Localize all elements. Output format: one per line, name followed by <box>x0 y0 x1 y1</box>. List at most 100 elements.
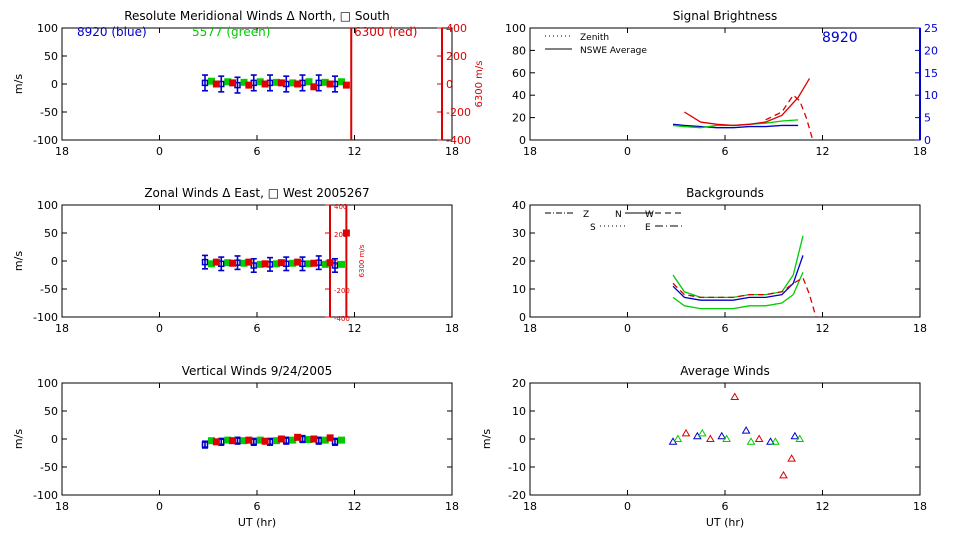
chart-annotation: 8920 <box>822 30 858 46</box>
y-tick-label: 0 <box>51 433 58 446</box>
data-point <box>338 260 345 268</box>
x-tick-label: 12 <box>816 500 830 513</box>
data-point <box>722 434 731 442</box>
chart-title: Backgrounds <box>686 186 764 200</box>
data-point <box>294 258 302 266</box>
y-axis-label: m/s <box>12 429 25 449</box>
series-annotation: 6300 (red) <box>354 25 417 39</box>
y-tick-label: 20 <box>512 377 526 390</box>
y-tick-label: -20 <box>508 489 526 502</box>
data-point <box>229 259 237 267</box>
y-tick-label: 40 <box>512 89 526 102</box>
x-tick-label: 18 <box>445 145 459 158</box>
y2-tick-label: 400 <box>446 22 467 35</box>
series-line <box>765 94 814 141</box>
y-tick-label: 80 <box>512 44 526 57</box>
x-tick-label: 12 <box>816 322 830 335</box>
y2-tick-label: -400 <box>446 134 471 147</box>
series-line <box>672 276 817 318</box>
data-point <box>315 79 322 87</box>
x-tick-label: 12 <box>348 322 362 335</box>
data-point <box>746 437 756 445</box>
y-axis-label: m/s <box>12 74 25 94</box>
series-brightness-3 <box>765 94 814 141</box>
data-point <box>342 81 350 89</box>
y-tick-label: 10 <box>512 405 526 418</box>
y2-tick-label: 20 <box>924 44 938 57</box>
data-point <box>277 259 285 267</box>
data-point <box>787 454 796 462</box>
x-tick-label: 18 <box>445 322 459 335</box>
x-tick-label: 0 <box>156 500 163 513</box>
y2-tick-label: -400 <box>334 315 350 323</box>
x-axis-label: UT (hr) <box>238 516 276 529</box>
data-point <box>294 80 302 88</box>
series-annotation: 8920 (blue) <box>77 25 147 39</box>
data-point <box>741 426 751 434</box>
y-axis-label: m/s <box>12 251 25 271</box>
y-tick-label: -10 <box>508 461 526 474</box>
y-tick-label: 40 <box>512 199 526 212</box>
series-zonal-2 <box>212 229 350 268</box>
x-tick-label: 0 <box>624 500 631 513</box>
x-tick-label: 12 <box>348 145 362 158</box>
series-vertical-0 <box>201 434 339 449</box>
series-backgrounds-3 <box>672 276 817 318</box>
data-point <box>754 434 764 442</box>
series-backgrounds-2 <box>672 255 804 301</box>
y2-tick-label: 25 <box>924 22 938 35</box>
x-tick-label: 12 <box>816 145 830 158</box>
data-point <box>771 437 780 445</box>
y-tick-label: 0 <box>519 311 526 324</box>
series-zonal-1 <box>208 259 345 268</box>
series-line <box>672 119 799 129</box>
legend-label: NSWE Average <box>580 46 647 56</box>
chart-average: Average Winds 18 0 6 12 18 20 10 0 -10 -20 m/s UT (h… <box>480 364 927 529</box>
series-vertical-2 <box>212 433 334 446</box>
y2-tick-label: 15 <box>924 67 938 80</box>
data-point <box>212 438 220 446</box>
data-point <box>229 437 237 445</box>
plot-frame <box>529 27 921 141</box>
data-point <box>326 434 334 442</box>
data-point <box>331 438 339 446</box>
y-tick-label: 60 <box>512 67 526 80</box>
data-point <box>790 431 800 440</box>
x-tick-label: 18 <box>913 322 927 335</box>
x-tick-label: 18 <box>913 145 927 158</box>
data-point <box>245 81 253 89</box>
data-point <box>245 258 253 266</box>
data-point <box>261 80 269 88</box>
legend-label: Z <box>583 210 589 220</box>
series-annotation: 5577 (green) <box>192 25 270 39</box>
data-point <box>229 79 237 87</box>
data-point <box>310 83 318 91</box>
y-tick-label: 50 <box>44 50 58 63</box>
y-axis-label: m/s <box>480 429 493 449</box>
chart-title: Zonal Winds Δ East, □ West 2005267 <box>144 186 369 200</box>
series-backgrounds-0 <box>672 235 804 299</box>
x-tick-label: 6 <box>254 500 261 513</box>
y2-tick-label: 0 <box>446 78 453 91</box>
data-point <box>779 470 788 479</box>
x-tick-label: 18 <box>445 500 459 513</box>
legend-label: N <box>615 210 622 220</box>
x-tick-label: 18 <box>55 500 69 513</box>
chart-meridional: Resolute Meridional Winds Δ North, □ Sou… <box>12 9 485 158</box>
data-point <box>305 78 313 86</box>
y2-axis-label: 6300 m/s <box>474 61 485 108</box>
chart-title: Vertical Winds 9/24/2005 <box>182 364 333 378</box>
y-tick-label: 50 <box>44 405 58 418</box>
y-tick-label: 10 <box>512 283 526 296</box>
x-tick-label: 18 <box>523 145 537 158</box>
x-tick-label: 18 <box>55 145 69 158</box>
y2-tick-label: 200 <box>334 231 347 239</box>
x-tick-label: 18 <box>523 322 537 335</box>
legend-label: W <box>645 210 654 220</box>
x-tick-label: 0 <box>624 145 631 158</box>
data-point <box>212 80 220 88</box>
series-meridional-0 <box>201 74 339 94</box>
chart-title: Average Winds <box>680 364 770 378</box>
